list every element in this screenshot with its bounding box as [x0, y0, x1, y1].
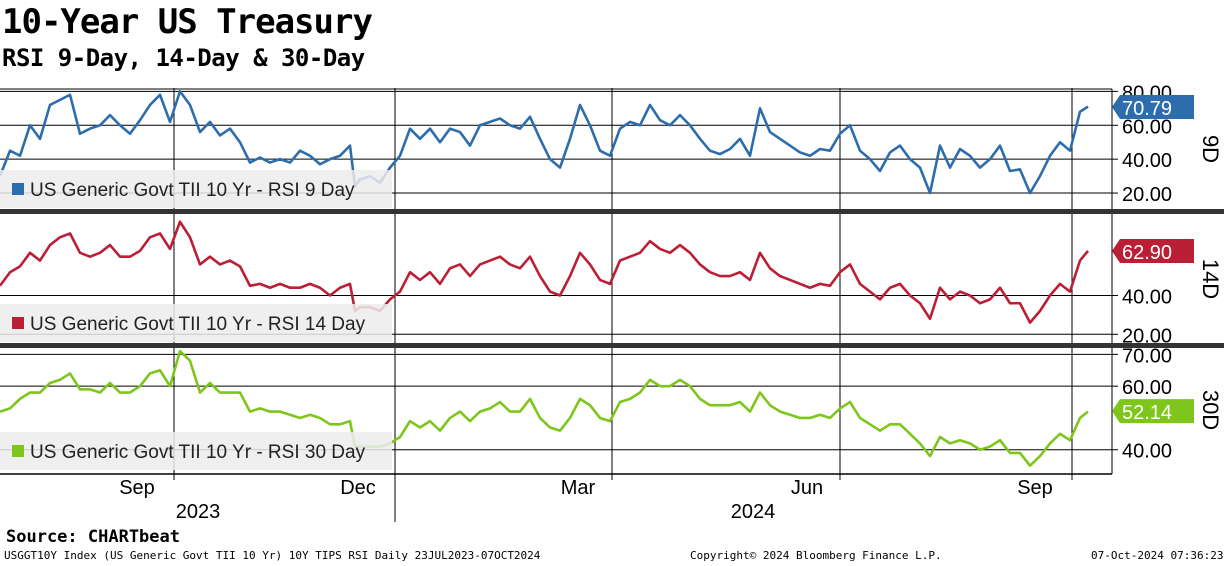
last-value-flag-rsi14	[1112, 239, 1194, 264]
series-line-rsi30	[0, 349, 1089, 467]
last-value-flag-rsi30	[1112, 399, 1194, 424]
index-info: USGGT10Y Index (US Generic Govt TII 10 Y…	[4, 549, 541, 562]
panel-side-label-rsi14: 14D	[1198, 259, 1223, 299]
ytick-label-rsi9: 20.00	[1122, 184, 1172, 206]
series-line-rsi9	[0, 90, 1089, 195]
legend-box-rsi30	[0, 432, 392, 470]
last-value-flag-rsi9	[1112, 94, 1194, 119]
chart-subtitle: RSI 9-Day, 14-Day & 30-Day	[2, 44, 365, 72]
ytick-label-rsi9: 60.00	[1122, 116, 1172, 138]
ytick-label-rsi30: 60.00	[1122, 377, 1172, 399]
panel-side-label-rsi30: 30D	[1198, 390, 1223, 430]
panel-separator	[0, 209, 1224, 214]
legend-label-rsi30: US Generic Govt TII 10 Yr - RSI 30 Day	[30, 442, 366, 463]
legend-box-rsi14	[0, 304, 392, 342]
x-month-label: Sep	[1017, 477, 1053, 499]
last-value-label-rsi14: 62.90	[1122, 242, 1172, 264]
copyright: Copyright© 2024 Bloomberg Finance L.P.	[690, 549, 942, 562]
ytick-label-rsi30: 70.00	[1122, 345, 1172, 367]
x-month-label: Dec	[340, 477, 376, 499]
ytick-label-rsi14: 40.00	[1122, 286, 1172, 308]
last-value-label-rsi30: 52.14	[1122, 402, 1172, 424]
x-year-label: 2024	[731, 501, 776, 523]
legend-swatch-rsi9	[12, 183, 24, 195]
x-month-label: Jun	[791, 477, 823, 499]
x-year-label: 2023	[176, 501, 221, 523]
ytick-label-rsi30: 40.00	[1122, 441, 1172, 463]
x-month-label: Mar	[561, 477, 596, 499]
legend-label-rsi14: US Generic Govt TII 10 Yr - RSI 14 Day	[30, 314, 366, 335]
series-line-rsi14	[0, 220, 1090, 324]
legend-label-rsi9: US Generic Govt TII 10 Yr - RSI 9 Day	[30, 180, 355, 201]
panel-separator	[0, 343, 1224, 348]
ytick-label-rsi14: 20.00	[1122, 325, 1172, 347]
chart-title: 10-Year US Treasury	[2, 2, 373, 42]
legend-swatch-rsi30	[12, 445, 24, 457]
last-value-label-rsi9: 70.79	[1122, 98, 1172, 120]
panel-side-label-rsi9: 9D	[1198, 135, 1223, 163]
timestamp: 07-Oct-2024 07:36:23	[1091, 549, 1224, 562]
ytick-label-rsi9: 40.00	[1122, 150, 1172, 172]
source-label: Source: CHARTbeat	[6, 527, 180, 547]
x-month-label: Sep	[119, 477, 155, 499]
legend-swatch-rsi14	[12, 317, 24, 329]
legend-box-rsi9	[0, 170, 392, 208]
